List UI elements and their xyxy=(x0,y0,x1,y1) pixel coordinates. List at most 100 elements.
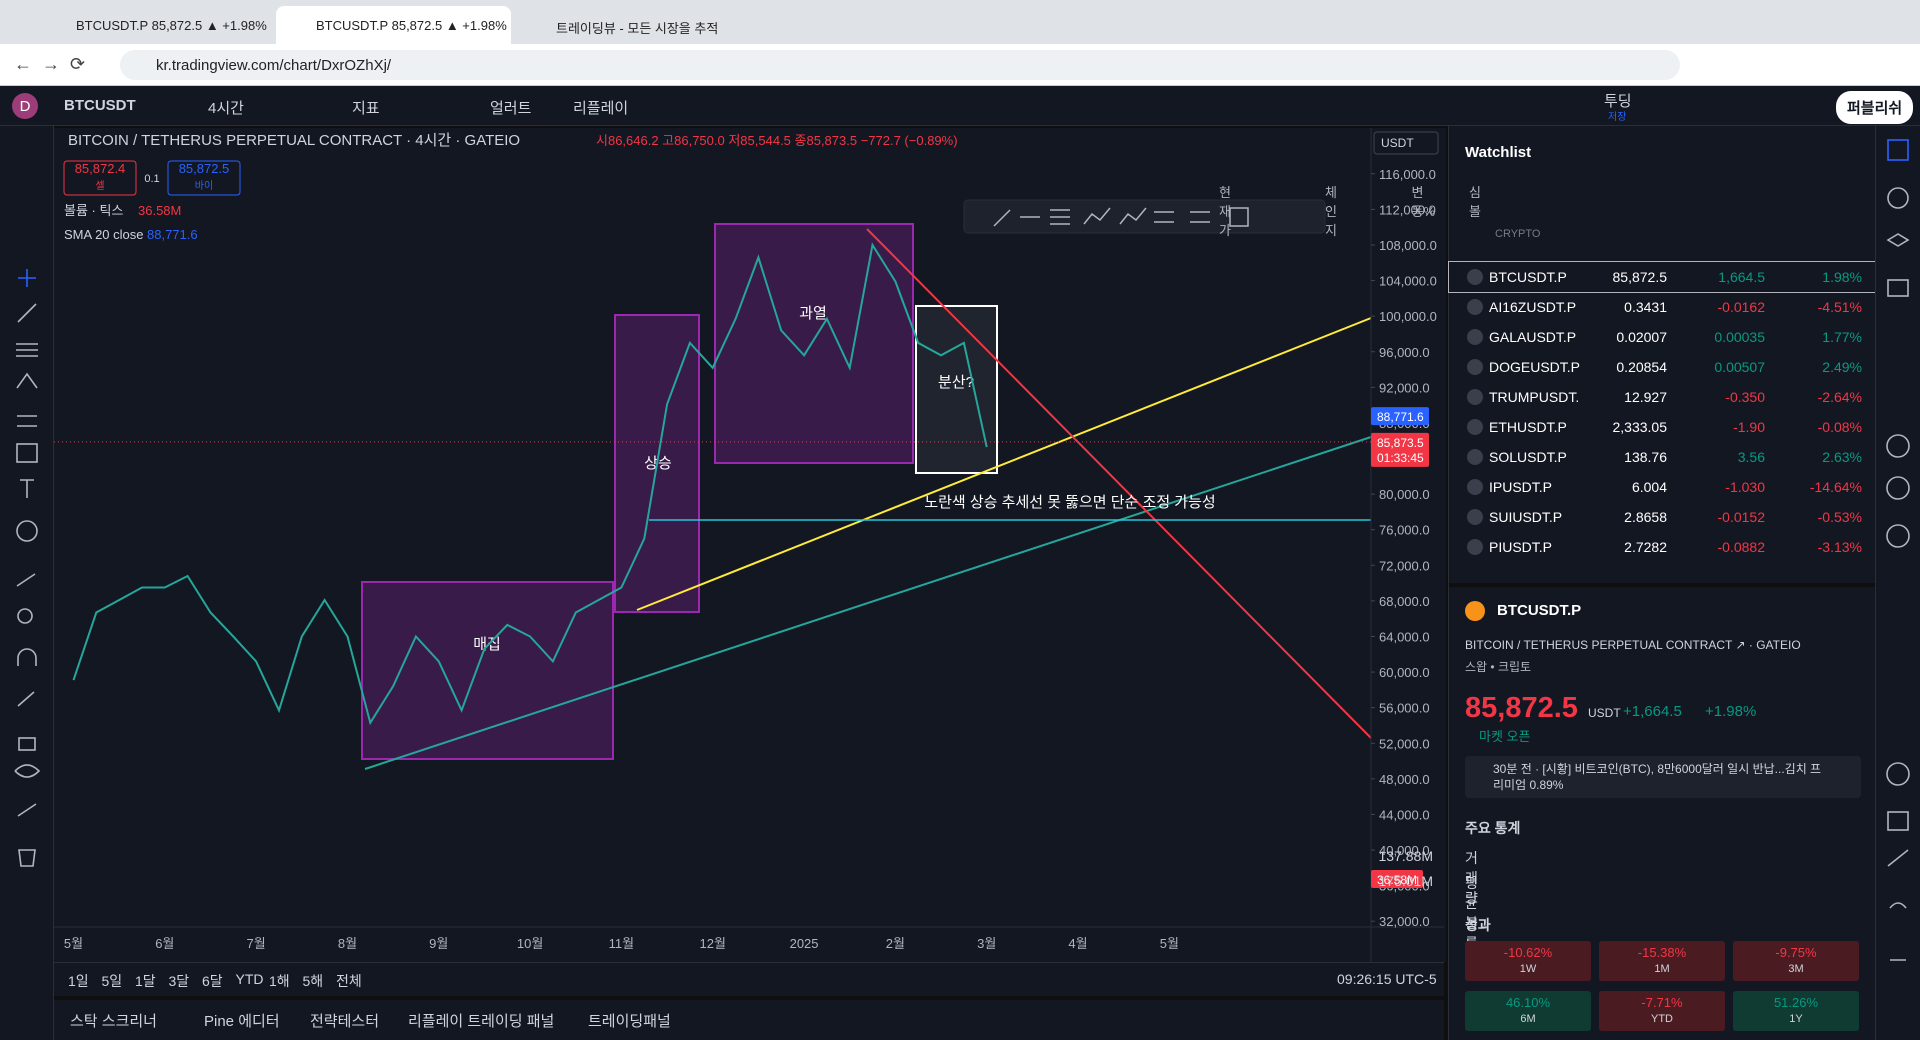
url-field[interactable]: kr.tradingview.com/chart/DxrOZhXj/ xyxy=(120,50,1680,80)
range-button[interactable]: YTD xyxy=(235,971,264,987)
indicators[interactable]: 지표 xyxy=(352,100,380,117)
section-title[interactable]: CRYPTO xyxy=(1495,228,1541,240)
y-tick-label: 40,000.0 xyxy=(1379,843,1430,858)
change-pct: 1.77% xyxy=(1822,329,1862,345)
currency-select[interactable] xyxy=(1373,131,1439,155)
perf-period: 3M xyxy=(1788,963,1804,975)
x-tick-label: 3월 xyxy=(977,936,996,951)
browser-tab[interactable]: BTCUSDT.P 85,872.5 ▲ +1.98% xyxy=(276,6,511,44)
y-tick-label: 96,000.0 xyxy=(1379,345,1430,360)
panel-tab[interactable]: 리플레이 트레이딩 패널 xyxy=(408,1013,555,1030)
label-distribution: 분산? xyxy=(938,374,974,391)
avatar[interactable]: D xyxy=(12,93,38,119)
panel-tab[interactable]: Pine 에디터 xyxy=(204,1013,280,1030)
watchlist-row[interactable]: PIUSDT.P 2.7282 -0.0882 -3.13% xyxy=(1449,532,1876,562)
symbol: SOLUSDT.P xyxy=(1489,449,1567,465)
change: -0.0882 xyxy=(1717,539,1765,555)
perf-tile[interactable]: 51.26% 1Y xyxy=(1733,991,1859,1031)
floating-toolbar[interactable] xyxy=(963,199,1326,234)
sell-button[interactable] xyxy=(63,160,137,196)
watchlist-row[interactable]: DOGEUSDT.P 0.20854 0.00507 2.49% xyxy=(1449,352,1876,382)
sell-price: 85,872.4 xyxy=(75,161,126,176)
browser-tab[interactable]: 트레이딩뷰 - 모든 시장을 추적 xyxy=(556,21,719,36)
x-tick-label: 6월 xyxy=(155,936,174,951)
y-tick-label: 32,000.0 xyxy=(1379,914,1430,929)
stat-label: 거래량 xyxy=(1465,850,1478,906)
change-pct: -0.53% xyxy=(1817,509,1862,525)
layout-name[interactable]: 투딩 xyxy=(1604,93,1632,110)
perf-value: 46.10% xyxy=(1505,995,1551,1010)
symbol: GALAUSDT.P xyxy=(1489,329,1577,345)
buy-button[interactable] xyxy=(167,160,241,196)
symbol-icon xyxy=(1467,509,1483,525)
change-pct: 2.49% xyxy=(1822,359,1862,375)
watchlist-row[interactable]: BTCUSDT.P 85,872.5 1,664.5 1.98% xyxy=(1448,261,1877,293)
range-button[interactable]: 6달 xyxy=(202,973,223,989)
range-button[interactable]: 5해 xyxy=(302,973,324,989)
tab-bar: BTCUSDT.P 85,872.5 ▲ +1.98% BTCUSDT.P 85,… xyxy=(0,0,1920,44)
perf-tile[interactable]: -10.62% 1W xyxy=(1465,941,1591,981)
price: 2,333.05 xyxy=(1612,419,1668,435)
symbol-icon xyxy=(1467,389,1483,405)
symbol-search[interactable]: BTCUSDT xyxy=(64,97,136,114)
nav-buttons[interactable]: ← → ⟳ xyxy=(14,54,86,74)
interval[interactable]: 4시간 xyxy=(208,100,244,117)
x-tick-label: 12월 xyxy=(700,936,726,951)
watchlist-row[interactable]: ETHUSDT.P 2,333.05 -1.90 -0.08% xyxy=(1449,412,1876,442)
x-tick-label: 4월 xyxy=(1068,936,1087,951)
ohlc: 시86,646.2 고86,750.0 저85,544.5 종85,873.5 … xyxy=(596,133,958,148)
price: 0.02007 xyxy=(1616,329,1667,345)
perf-tile[interactable]: -7.71% YTD xyxy=(1599,991,1725,1031)
publish-button[interactable]: 퍼블리쉬 xyxy=(1836,91,1914,124)
detail-change-pct: +1.98% xyxy=(1705,703,1757,720)
symbol-icon xyxy=(1467,479,1483,495)
alert[interactable]: 얼러트 xyxy=(490,100,532,117)
side-icons[interactable] xyxy=(1876,126,1920,1026)
range-bar: 09:26:15 UTC-5 1일 5일 1달 3달 6달 YTD 1해 5해 전체 xyxy=(54,962,1444,996)
perf-tile[interactable]: 46.10% 6M xyxy=(1465,991,1591,1031)
x-tick-label: 10월 xyxy=(517,936,543,951)
market-status: 마켓 오픈 xyxy=(1479,729,1531,744)
tool-icons[interactable] xyxy=(0,126,54,1020)
change: -1.90 xyxy=(1733,419,1765,435)
range-button[interactable]: 5일 xyxy=(101,973,123,989)
range-button[interactable]: 1해 xyxy=(269,973,290,989)
perf-tile[interactable]: -15.38% 1M xyxy=(1599,941,1725,981)
panel-tab[interactable]: 전략테스터 xyxy=(310,1013,380,1030)
detail-exchange: · GATEIO xyxy=(1748,638,1801,652)
x-tick-label: 5월 xyxy=(64,936,83,951)
watchlist-row[interactable]: AI16ZUSDT.P 0.3431 -0.0162 -4.51% xyxy=(1449,292,1876,322)
y-tick-label: 76,000.0 xyxy=(1379,523,1430,538)
label-overheat: 과열 xyxy=(799,305,827,322)
panel-tabs: 스탁 스크리너 Pine 에디터 전략테스터 리플레이 트레이딩 패널 트레이딩패널 xyxy=(54,996,1444,1040)
symbol: AI16ZUSDT.P xyxy=(1489,299,1577,315)
watchlist-row[interactable]: IPUSDT.P 6.004 -1.030 -14.64% xyxy=(1449,472,1876,502)
perf-period: 1M xyxy=(1654,963,1670,975)
watchlist-row[interactable]: TRUMPUSDT. 12.927 -0.350 -2.64% xyxy=(1449,382,1876,412)
y-tick-label: 60,000.0 xyxy=(1379,665,1430,680)
range-button[interactable]: 1일 xyxy=(68,973,89,989)
watchlist-row[interactable]: SUIUSDT.P 2.8658 -0.0152 -0.53% xyxy=(1449,502,1876,532)
browser-tab[interactable]: BTCUSDT.P 85,872.5 ▲ +1.98% xyxy=(76,18,267,33)
watchlist-row[interactable]: SOLUSDT.P 138.76 3.56 2.63% xyxy=(1449,442,1876,472)
column-header: 체인지 xyxy=(1325,185,1337,238)
news-card[interactable]: 30분 전 · [시황] 비트코인(BTC), 8만6000달러 일시 반납..… xyxy=(1465,756,1861,798)
price-marker-label: 88,771.6 xyxy=(1377,410,1424,424)
watchlist-title[interactable]: Watchlist xyxy=(1465,144,1532,161)
range-button[interactable]: 1달 xyxy=(135,973,156,989)
watchlist-row[interactable]: GALAUSDT.P 0.02007 0.00035 1.77% xyxy=(1449,322,1876,352)
panel-tab[interactable]: 트레이딩패널 xyxy=(588,1013,671,1030)
replay[interactable]: 리플레이 xyxy=(573,100,629,117)
watchlist-panel: Watchlist CRYPTO 심볼 현재가 체인지 변동% BTCUSDT.P 85,… xyxy=(1219,126,1877,1040)
spread: 0.1 xyxy=(144,173,159,185)
range-button[interactable]: 3달 xyxy=(168,973,190,989)
range-button[interactable]: 전체 xyxy=(336,973,362,989)
change-pct: 1.98% xyxy=(1822,269,1862,285)
panel-tab[interactable]: 스탁 스크리너 xyxy=(70,1013,157,1030)
stats-title: 주요 통계 xyxy=(1465,820,1521,836)
drawing-boxes xyxy=(361,223,1372,770)
change-pct: -4.51% xyxy=(1817,299,1862,315)
perf-tile[interactable]: -9.75% 3M xyxy=(1733,941,1859,981)
